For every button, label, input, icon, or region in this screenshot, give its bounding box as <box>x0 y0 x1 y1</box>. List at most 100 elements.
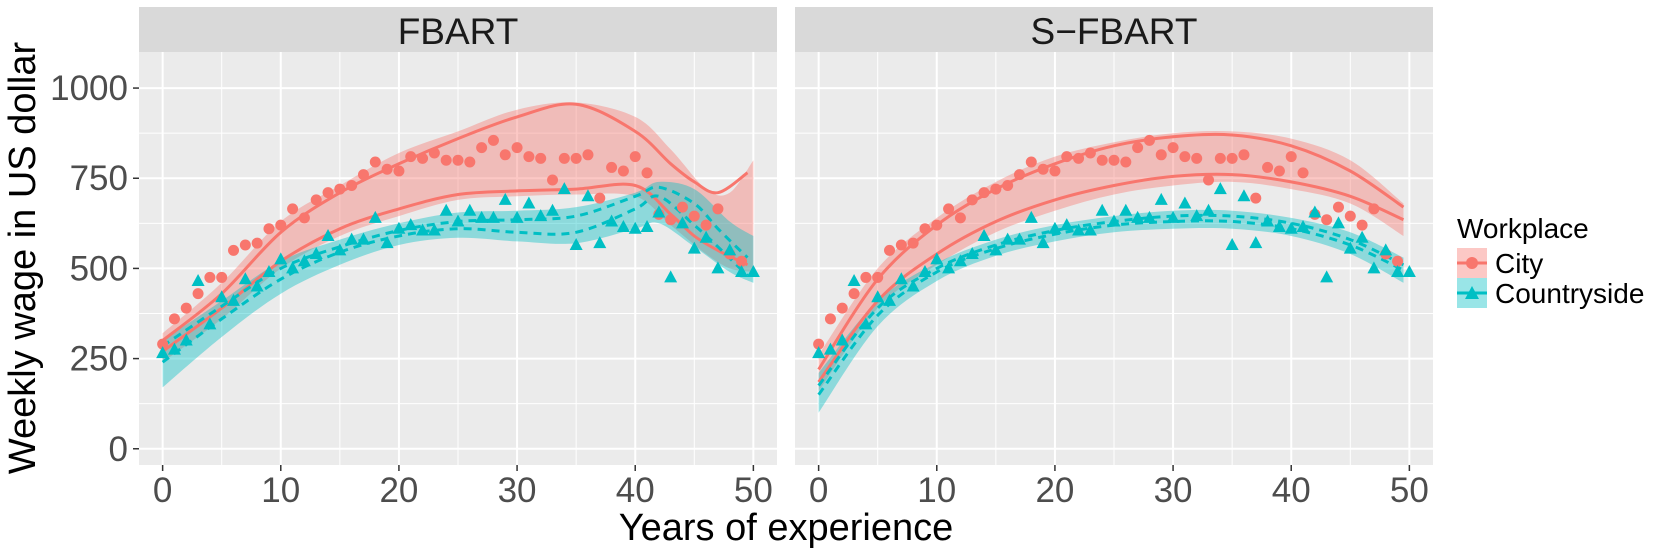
point-city <box>322 187 334 199</box>
point-city <box>1191 152 1203 164</box>
point-countryside <box>883 293 897 306</box>
point-city <box>872 271 884 283</box>
y-axis-title: Weekly wage in US dollar <box>2 42 44 475</box>
point-city <box>1013 169 1025 181</box>
point-countryside <box>1225 237 1239 250</box>
point-countryside <box>380 236 394 249</box>
point-countryside <box>894 272 908 285</box>
point-countryside <box>333 243 347 256</box>
point-countryside <box>463 203 477 216</box>
point-countryside <box>859 317 873 330</box>
point-countryside <box>1213 182 1227 195</box>
point-countryside <box>345 232 359 245</box>
point-city <box>440 154 452 166</box>
x-tick-label: 50 <box>734 471 773 510</box>
x-tick-label: 40 <box>1272 471 1311 510</box>
point-countryside <box>1048 221 1062 234</box>
point-countryside <box>687 241 701 254</box>
point-city <box>216 271 228 283</box>
band-city <box>162 102 754 363</box>
point-city <box>665 214 677 226</box>
point-countryside <box>847 274 861 287</box>
point-city <box>1025 156 1037 168</box>
point-countryside <box>1272 219 1286 232</box>
point-city <box>978 187 990 199</box>
point-countryside <box>711 261 725 274</box>
point-city <box>381 163 393 175</box>
point-city <box>712 203 724 215</box>
point-city <box>919 223 931 235</box>
point-city <box>1392 255 1404 267</box>
point-countryside <box>1331 216 1345 229</box>
point-countryside <box>1119 203 1133 216</box>
point-countryside <box>1202 203 1216 216</box>
point-city <box>907 237 919 249</box>
point-city <box>1120 156 1132 168</box>
fit-line-city-upper <box>817 132 1405 371</box>
panel-s-fbart: S−FBART <box>795 7 1433 465</box>
point-countryside <box>977 228 991 241</box>
point-countryside <box>1107 214 1121 227</box>
point-countryside <box>1095 203 1109 216</box>
point-city <box>1332 201 1344 213</box>
point-countryside <box>1261 214 1275 227</box>
point-countryside <box>1083 223 1097 236</box>
point-city <box>860 271 872 283</box>
y-tick-label: 0 <box>109 430 128 469</box>
point-city <box>428 147 440 159</box>
point-countryside <box>156 346 170 359</box>
point-city <box>1073 152 1085 164</box>
point-city <box>1061 151 1073 163</box>
x-tick-label: 10 <box>917 471 956 510</box>
data-points <box>156 134 760 359</box>
point-city <box>287 203 299 215</box>
point-city <box>393 165 405 177</box>
legend-key-marker <box>1466 257 1478 269</box>
point-countryside <box>486 210 500 223</box>
point-city <box>310 194 322 206</box>
y-tick-label: 500 <box>70 249 128 288</box>
point-countryside <box>1284 221 1298 234</box>
point-countryside <box>664 270 678 283</box>
point-countryside <box>1036 236 1050 249</box>
point-countryside <box>1178 196 1192 209</box>
point-city <box>1096 154 1108 166</box>
point-countryside <box>475 210 489 223</box>
point-countryside <box>286 261 300 274</box>
point-city <box>558 152 570 164</box>
point-countryside <box>906 279 920 292</box>
point-countryside <box>179 333 193 346</box>
point-countryside <box>942 261 956 274</box>
point-city <box>1037 163 1049 175</box>
point-city <box>1167 142 1179 154</box>
point-city <box>688 210 700 222</box>
panel-strip <box>795 7 1433 52</box>
legend-label-city: City <box>1495 248 1543 279</box>
point-city <box>606 161 618 173</box>
point-city <box>629 151 641 163</box>
point-city <box>1179 151 1191 163</box>
point-city <box>417 152 429 164</box>
confidence-bands <box>162 102 754 388</box>
point-countryside <box>557 182 571 195</box>
point-countryside <box>953 254 967 267</box>
point-countryside <box>1154 192 1168 205</box>
point-countryside <box>989 243 1003 256</box>
point-city <box>263 223 275 235</box>
point-city <box>594 192 606 204</box>
point-countryside <box>321 228 335 241</box>
point-city <box>1214 152 1226 164</box>
point-city <box>298 212 310 224</box>
fit-line-countryside-upper <box>817 213 1405 387</box>
x-axis-ticks: 0 10 20 30 40 50 0 10 20 30 40 50 <box>153 465 1429 510</box>
point-countryside <box>735 265 749 278</box>
point-city <box>736 255 748 267</box>
point-countryside <box>871 290 885 303</box>
point-countryside <box>965 246 979 259</box>
point-countryside <box>723 243 737 256</box>
legend-title: Workplace <box>1457 213 1589 244</box>
point-city <box>168 313 180 325</box>
point-countryside <box>581 189 595 202</box>
point-city <box>346 179 358 191</box>
